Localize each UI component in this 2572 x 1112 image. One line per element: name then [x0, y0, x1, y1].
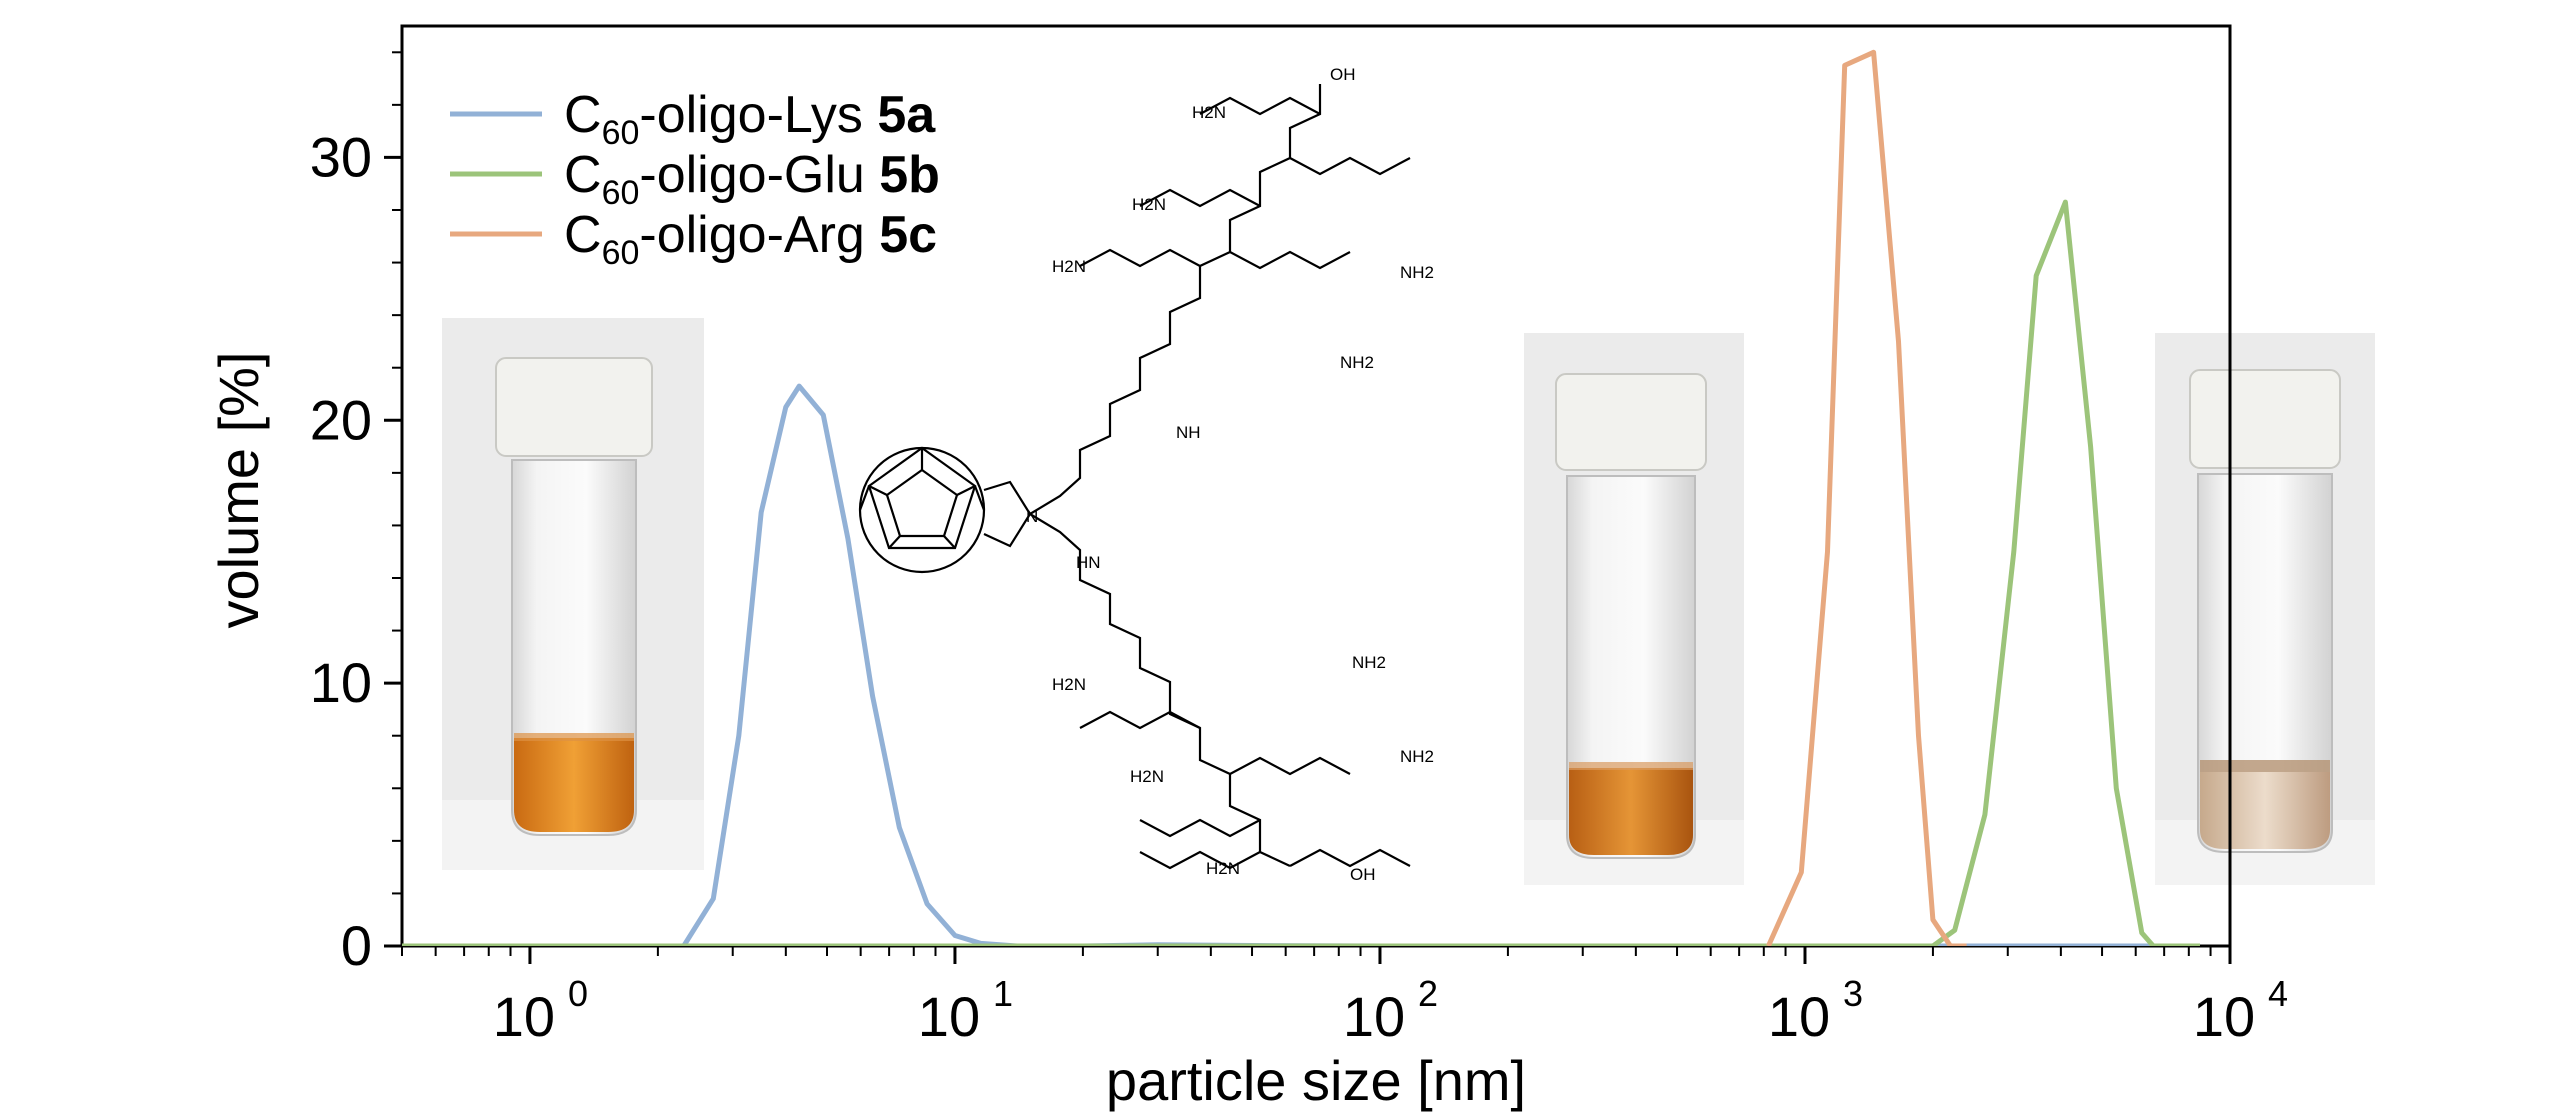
chem-label-nh2-2: NH2	[1340, 353, 1374, 372]
x-tick-exponent: 4	[2268, 973, 2288, 1014]
chem-label-oh-2: OH	[1350, 865, 1376, 884]
series-layer	[402, 49, 2200, 946]
vial-photo-arg	[1524, 333, 1744, 885]
chem-label-nh2-1: NH2	[1400, 263, 1434, 282]
chem-label-h2n-1: H2N	[1192, 103, 1226, 122]
chem-label-h2n-4: H2N	[1052, 675, 1086, 694]
x-tick-exponent: 2	[1418, 973, 1438, 1014]
chem-label-nh2-4: NH2	[1400, 747, 1434, 766]
chem-label-h2n-6: H2N	[1206, 859, 1240, 878]
y-tick-label: 10	[310, 651, 372, 714]
x-tick-label: 10	[493, 985, 555, 1048]
legend-label-1: C60-oligo-Lys 5a	[564, 86, 936, 152]
y-axis: 0 10 20 30	[310, 51, 402, 977]
y-tick-label: 20	[310, 388, 372, 451]
chemical-structure-labels: N OH H2N H2N H2N NH2 NH2 NH HN H2N NH2 H…	[1026, 65, 1434, 884]
chem-label-h2n-3: H2N	[1052, 257, 1086, 276]
x-tick-label: 10	[918, 985, 980, 1048]
x-tick-exponent: 1	[993, 973, 1013, 1014]
x-tick-label: 10	[1768, 985, 1830, 1048]
x-axis-label: particle size [nm]	[1106, 1049, 1526, 1112]
series-line-2	[402, 199, 2200, 946]
x-tick-label: 10	[2193, 985, 2255, 1048]
chemical-structure	[858, 84, 1411, 870]
y-tick-label: 0	[341, 914, 372, 977]
y-tick-label: 30	[310, 125, 372, 188]
chem-label-n: N	[1026, 507, 1038, 526]
chem-label-nh-1: NH	[1176, 423, 1201, 442]
chem-label-nh2-3: NH2	[1352, 653, 1386, 672]
chem-label-hn-1: HN	[1076, 553, 1101, 572]
series-line-3	[1766, 49, 1967, 946]
vial-photo-lys	[442, 318, 704, 870]
vial-photo-glu	[2155, 333, 2375, 885]
x-axis: 10 0 10 1 10 2 10 3 10 4	[401, 946, 2288, 1048]
y-axis-label: volume [%]	[207, 352, 270, 629]
chem-label-h2n-5: H2N	[1130, 767, 1164, 786]
chem-label-oh: OH	[1330, 65, 1356, 84]
legend-label-2: C60-oligo-Glu 5b	[564, 146, 940, 212]
legend-label-3: C60-oligo-Arg 5c	[564, 206, 937, 272]
chem-label-h2n-2: H2N	[1132, 195, 1166, 214]
x-tick-exponent: 0	[568, 973, 588, 1014]
x-tick-exponent: 3	[1843, 973, 1863, 1014]
x-tick-label: 10	[1343, 985, 1405, 1048]
